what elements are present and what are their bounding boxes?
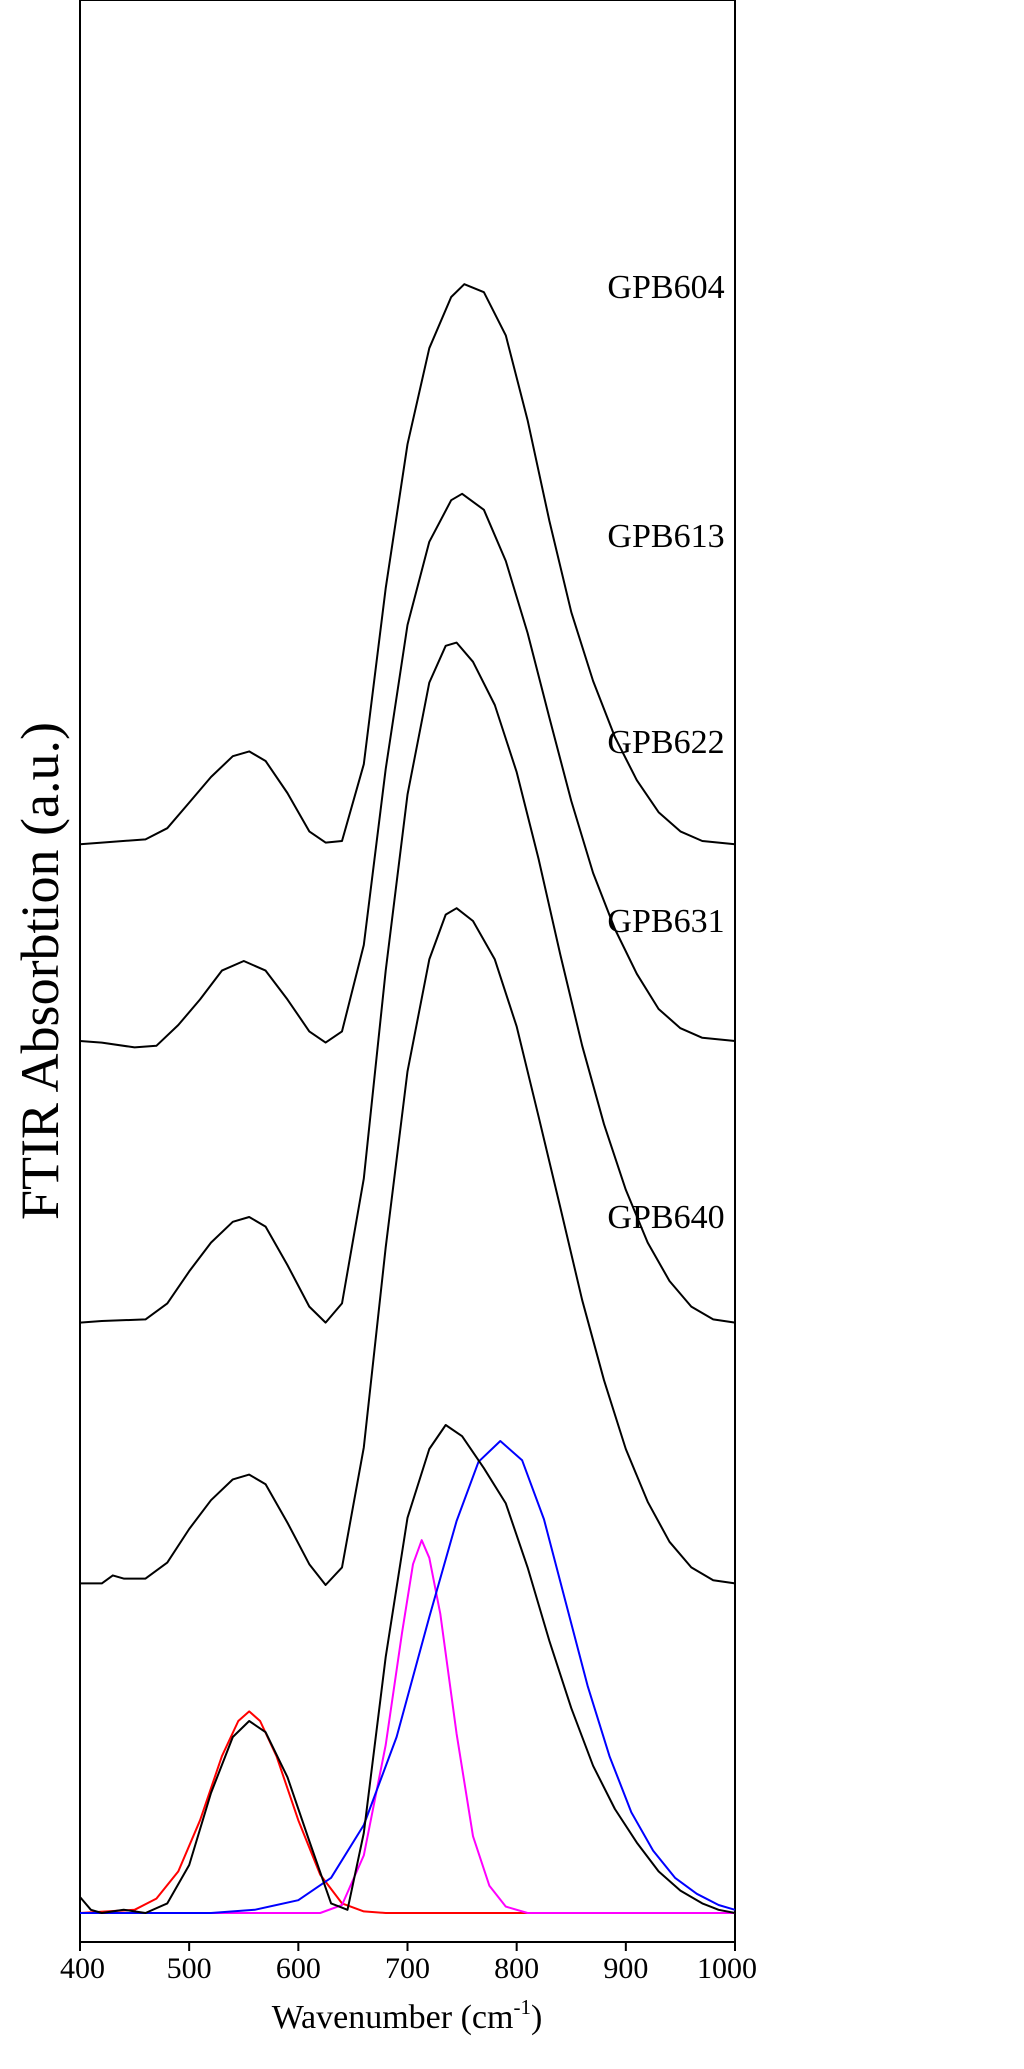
series-label-gpb640: GPB640 [607,1199,724,1236]
series-line-gpb604 [79,283,736,846]
series-label-layer: GPB604 GPB613 GPB622 GPB631 GPB640 [607,269,724,1236]
fit-curve-5 [79,1710,735,1914]
x-axis-label: Wavenumber (cm-1) [272,1995,543,2036]
x-tick-label-1000: 1000 [697,1952,757,1985]
x-tick-label-400: 400 [60,1952,105,1985]
series-label-gpb631: GPB631 [607,903,724,940]
x-axis-label-close: ) [531,1999,542,2036]
series-label-gpb613: GPB613 [607,518,724,555]
x-tick-label-700: 700 [385,1952,430,1985]
x-tick-label-500: 500 [167,1952,212,1985]
fit-curve-7 [80,1440,736,1914]
y-axis-label: FTIR Absorbtion (a.u.) [10,722,70,1220]
series-label-gpb604: GPB604 [607,269,724,306]
x-axis-label-superscript: -1 [513,1995,531,2019]
x-axis-ticks: 400 500 600 700 800 900 1000 [60,1942,757,1985]
x-tick-label-800: 800 [494,1952,539,1985]
x-tick-label-900: 900 [603,1952,648,1985]
series-line-gpb622 [79,641,736,1324]
fit-curve-6 [80,1539,735,1914]
series-line-gpb631 [80,907,736,1586]
x-tick-label-600: 600 [276,1952,321,1985]
series-label-gpb622: GPB622 [607,724,724,761]
x-axis-label-main: Wavenumber (cm [272,1999,514,2036]
series-line-gpb640 [79,1424,736,1914]
series-line-gpb613 [79,492,736,1049]
series-layer [79,283,736,1914]
